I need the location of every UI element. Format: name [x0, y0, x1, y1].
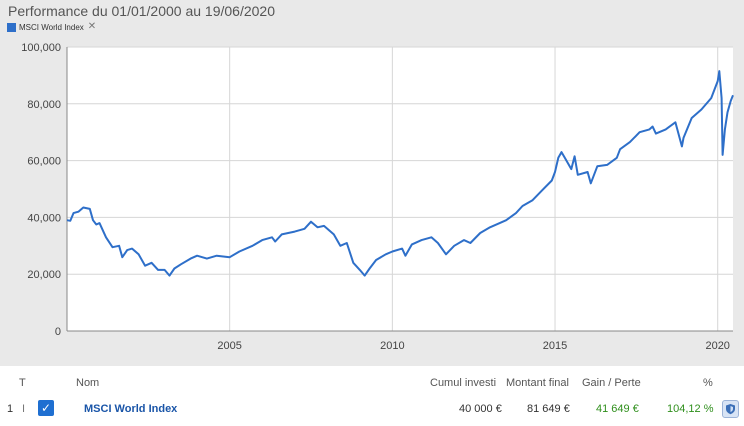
header-cumul-investi: Cumul investi — [430, 377, 497, 389]
y-tick-label: 60,000 — [27, 156, 61, 168]
x-tick-label: 2020 — [705, 340, 729, 352]
header-percent: % — [703, 377, 713, 389]
row-index: 1 — [7, 403, 14, 415]
shield-glyph — [726, 404, 735, 415]
y-tick-label: 80,000 — [27, 99, 61, 111]
y-tick-label: 20,000 — [27, 269, 61, 281]
legend-swatch — [7, 22, 16, 32]
row-checkbox[interactable]: ✓ — [38, 400, 54, 416]
header-t: T — [19, 377, 26, 389]
plot-area — [67, 47, 733, 331]
y-tick-label: 0 — [55, 326, 61, 338]
x-tick-label: 2010 — [380, 340, 404, 352]
cell-gain-perte: 41 649 € — [596, 403, 639, 415]
cell-montant-final: 81 649 € — [527, 403, 570, 415]
row-type: I — [22, 403, 26, 415]
cell-cumul-investi: 40 000 € — [459, 403, 502, 415]
x-tick-label: 2015 — [543, 340, 567, 352]
fund-table: T Nom Cumul investi Montant final Gain /… — [0, 372, 744, 426]
header-montant-final: Montant final — [506, 377, 569, 389]
shield-icon[interactable] — [722, 400, 739, 418]
page-title: Performance du 01/01/2000 au 19/06/2020 — [8, 3, 275, 19]
y-tick-label: 100,000 — [21, 42, 61, 54]
legend-label: MSCI World Index — [19, 22, 84, 32]
series-line-msci-world-index — [66, 70, 734, 277]
chart-panel: Performance du 01/01/2000 au 19/06/2020 … — [0, 0, 744, 366]
check-icon: ✓ — [40, 401, 52, 415]
header-gain-perte: Gain / Perte — [582, 377, 641, 389]
line-chart: 0 20,000 40,000 60,000 80,000 100,000 2005 2010… — [21, 42, 734, 352]
header-nom: Nom — [76, 377, 100, 389]
x-tick-label: 2005 — [217, 340, 241, 352]
y-tick-label: 40,000 — [27, 212, 61, 224]
cell-percent: 104,12 % — [667, 403, 714, 415]
legend-tag: MSCI World Index ✕ — [7, 21, 96, 33]
close-icon[interactable]: ✕ — [87, 21, 97, 32]
table-row[interactable] — [0, 398, 744, 420]
fund-name-link[interactable]: MSCI World Index — [84, 403, 178, 415]
